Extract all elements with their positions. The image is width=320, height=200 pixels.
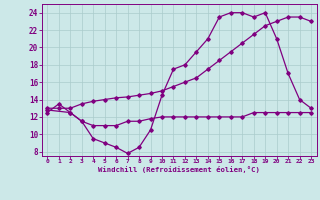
X-axis label: Windchill (Refroidissement éolien,°C): Windchill (Refroidissement éolien,°C) bbox=[98, 166, 260, 173]
